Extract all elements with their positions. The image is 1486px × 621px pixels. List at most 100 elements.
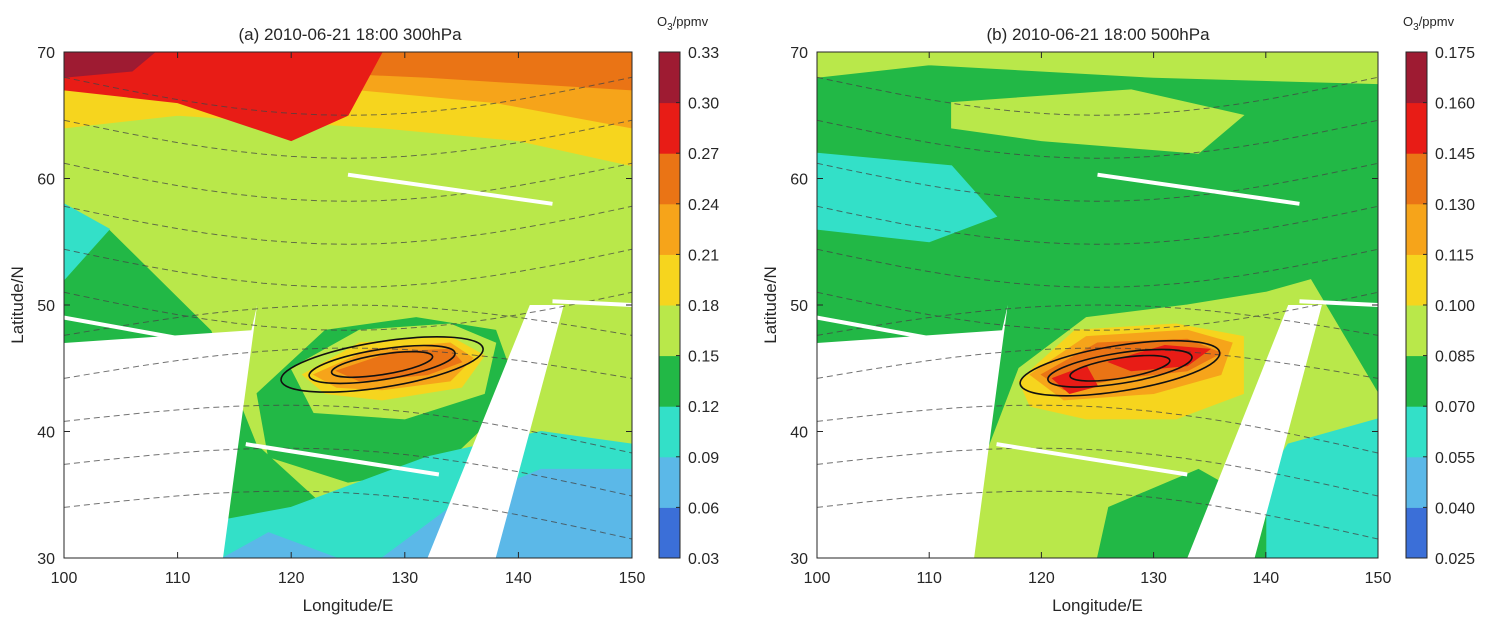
colorbar-tick-label: 0.160: [1435, 96, 1475, 113]
white-line: [64, 315, 241, 352]
dashed-contour-line: [64, 304, 632, 336]
colorbar-tick-label: 0.06: [688, 500, 719, 517]
colorbar-tick-label: 0.03: [688, 551, 719, 568]
white-line: [245, 442, 440, 477]
dashed-contour-line: [817, 490, 1378, 540]
colorbar-tick-label: 0.09: [688, 450, 719, 467]
x-tick-label: 120: [1028, 570, 1055, 587]
y-tick-label: 40: [790, 425, 808, 442]
y-tick-label: 50: [37, 298, 55, 315]
colorbar-segment: [1406, 203, 1427, 255]
ozone-region: [64, 52, 383, 142]
y-tick-label: 70: [790, 45, 808, 62]
white-line: [347, 172, 553, 206]
dashed-contour-line: [817, 162, 1378, 202]
x-tick-label: 140: [505, 570, 532, 587]
white-lines: [817, 172, 1378, 477]
colorbar-tick-label: 0.025: [1435, 551, 1475, 568]
colorbar-tick-label: 0.27: [688, 146, 719, 163]
colorbar-segment: [659, 305, 680, 357]
colorbar-segment: [659, 456, 680, 508]
colorbar-segment: [1406, 153, 1427, 205]
colorbar-tick-label: 0.15: [688, 349, 719, 366]
colorbar-tick-label: 0.33: [688, 45, 719, 62]
chart-title: (a) 2010-06-21 18:00 300hPa: [238, 25, 462, 44]
colorbar-tick-label: 0.12: [688, 399, 719, 416]
solid-contour-line: [1019, 339, 1221, 397]
dashed-contour-line: [64, 447, 632, 497]
colorbar-tick-label: 0.24: [688, 197, 719, 214]
chart-panel-b: 100 110 120 130 140 150 30 40 50 60 70 Longitude/E L…: [761, 14, 1475, 615]
colorbar-segment: [659, 102, 680, 154]
colorbar-tick-label: 0.18: [688, 298, 719, 315]
ozone-region: [335, 348, 463, 382]
dashed-contour-line: [817, 404, 1378, 454]
x-axis-label: Longitude/E: [303, 596, 394, 615]
x-tick-label: 150: [619, 570, 646, 587]
dashed-contour-line: [817, 248, 1378, 288]
solid-contour-line: [308, 344, 456, 385]
colorbar-segment: [1406, 254, 1427, 306]
colorbar-tick-label: 0.055: [1435, 450, 1475, 467]
y-tick-label: 60: [37, 172, 55, 189]
y-tick-label: 30: [790, 551, 808, 568]
dashed-contour-line: [817, 119, 1378, 159]
x-tick-label: 110: [916, 570, 942, 587]
colorbar-tick-label: 0.130: [1435, 197, 1475, 214]
dashed-contours: [817, 76, 1378, 540]
dashed-contour-line: [64, 404, 632, 454]
ozone-region: [64, 52, 156, 78]
colorbar-tick-label: 0.100: [1435, 298, 1475, 315]
colorbar-tick-label: 0.30: [688, 96, 719, 113]
colorbar-tick-label: 0.175: [1435, 45, 1475, 62]
plot-area: [817, 52, 1378, 558]
colorbar-segment: [1406, 507, 1427, 559]
white-line: [817, 315, 992, 352]
x-axis-label: Longitude/E: [1052, 596, 1143, 615]
colorbar-tick-label: 0.115: [1435, 247, 1474, 264]
colorbar-tick-label: 0.070: [1435, 399, 1475, 416]
x-tick-label: 100: [804, 570, 831, 587]
x-tick-label: 140: [1252, 570, 1279, 587]
colorbar-tick-label: 0.040: [1435, 500, 1475, 517]
colorbar-tick-label: 0.21: [688, 247, 719, 264]
ozone-region: [817, 152, 998, 243]
dashed-contour-line: [817, 76, 1378, 116]
colorbar-tick-label: 0.145: [1435, 146, 1475, 163]
dashed-contour-line: [817, 304, 1378, 336]
chart-panel-a: 100 110 120 130 140 150 30 40 50 60 70 Longitude/E L…: [8, 14, 719, 615]
y-axis-label: Latitude/N: [8, 266, 27, 344]
colorbar-segment: [1406, 456, 1427, 508]
no-data-region: [64, 305, 258, 558]
x-tick-label: 150: [1365, 570, 1392, 587]
solid-contours: [1019, 339, 1221, 397]
solid-contour-line: [1069, 354, 1171, 382]
colorbar: 0.025 0.040 0.055 0.070 0.085 0.100 0.115 0.130…: [1403, 14, 1475, 568]
dashed-contour-line: [817, 205, 1378, 245]
y-axis-label: Latitude/N: [761, 266, 780, 344]
colorbar-segment: [659, 254, 680, 306]
colorbar-unit: O3/ppmv: [1403, 14, 1455, 33]
dashed-contour-line: [64, 490, 632, 540]
solid-contour-line: [1047, 348, 1193, 388]
white-lines: [64, 172, 632, 477]
dashed-contour-line: [817, 447, 1378, 497]
ozone-region: [221, 532, 337, 558]
colorbar-unit: O3/ppmv: [657, 14, 709, 33]
colorbar-segment: [1406, 102, 1427, 154]
x-tick-label: 120: [278, 570, 305, 587]
ozone-region: [817, 52, 1378, 85]
colorbar-segment: [1406, 52, 1427, 104]
colorbar-segment: [659, 203, 680, 255]
colorbar-segment: [659, 52, 680, 104]
chart-title: (b) 2010-06-21 18:00 500hPa: [986, 25, 1210, 44]
ozone-region: [951, 89, 1245, 154]
solid-contour-line: [280, 336, 484, 393]
solid-contour-line: [330, 350, 434, 379]
no-data-region: [1187, 305, 1322, 558]
colorbar-segment: [659, 355, 680, 407]
no-data-region: [817, 305, 1008, 558]
colorbar-segment: [1406, 406, 1427, 458]
x-tick-label: 130: [1140, 570, 1167, 587]
